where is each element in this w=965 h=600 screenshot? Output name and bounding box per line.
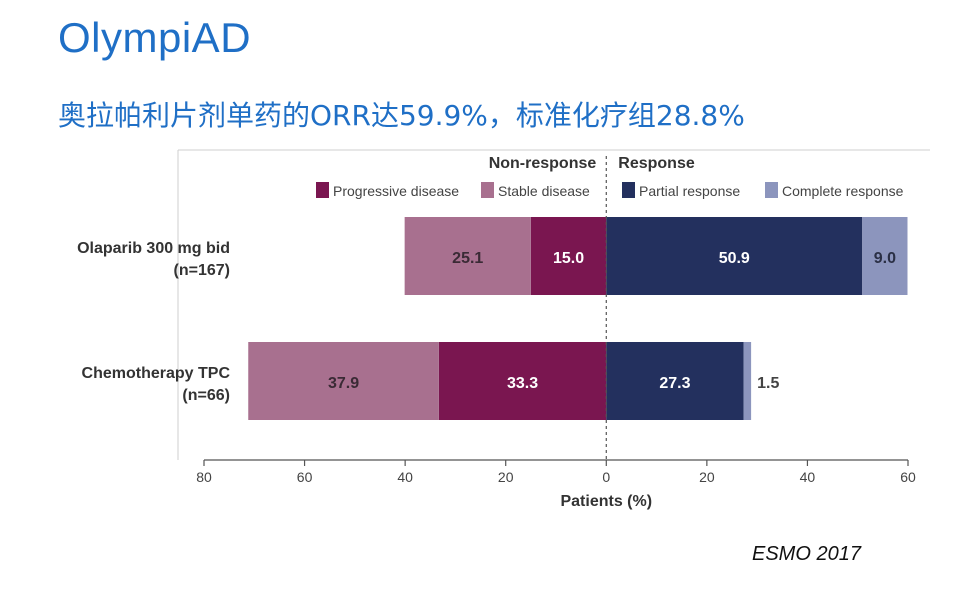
slide-subtitle: 奥拉帕利片剂单药的ORR达59.9%，标准化疗组28.8% <box>58 99 745 132</box>
legend-swatch-2 <box>622 182 635 198</box>
legend-label-1: Stable disease <box>498 183 590 199</box>
category-sublabel-1: (n=66) <box>182 387 230 404</box>
data-label-1-3: 1.5 <box>757 375 779 392</box>
bar-segment-0-0 <box>530 217 607 295</box>
group-header-1: Response <box>618 155 695 172</box>
x-tick-label-7: 60 <box>900 469 916 485</box>
x-tick-label-2: 40 <box>397 469 413 485</box>
legend-swatch-3 <box>765 182 778 198</box>
legend-label-0: Progressive disease <box>333 183 459 199</box>
bar-segment-1-2 <box>606 342 744 420</box>
slide-title: OlympiAD <box>58 14 252 61</box>
group-header-0: Non-response <box>489 155 597 172</box>
data-label-0-3: 9.0 <box>874 250 896 267</box>
bar-segment-0-3 <box>862 217 908 295</box>
data-label-0-1: 25.1 <box>452 250 483 267</box>
x-tick-label-1: 60 <box>297 469 313 485</box>
x-tick-label-3: 20 <box>498 469 514 485</box>
x-tick-label-5: 20 <box>699 469 715 485</box>
bar-segment-0-1 <box>404 217 531 295</box>
bar-segment-1-1 <box>248 342 439 420</box>
category-label-1: Chemotherapy TPC <box>82 365 231 382</box>
x-tick-label-0: 80 <box>196 469 212 485</box>
data-label-1-1: 37.9 <box>328 375 359 392</box>
data-label-1-2: 27.3 <box>659 375 690 392</box>
data-label-0-2: 50.9 <box>719 250 750 267</box>
legend-swatch-0 <box>316 182 329 198</box>
data-label-0-0: 15.0 <box>553 250 584 267</box>
source-citation: ESMO 2017 <box>752 543 861 565</box>
legend-swatch-1 <box>481 182 494 198</box>
bar-segment-1-3 <box>743 342 752 420</box>
x-tick-label-6: 40 <box>800 469 816 485</box>
bar-segment-1-0 <box>438 342 607 420</box>
x-tick-label-4: 0 <box>602 469 610 485</box>
category-label-0: Olaparib 300 mg bid <box>77 240 230 257</box>
bar-segment-0-2 <box>606 217 863 295</box>
x-axis-title: Patients (%) <box>560 493 652 510</box>
category-sublabel-0: (n=167) <box>174 262 230 279</box>
legend-label-3: Complete response <box>782 183 904 199</box>
data-label-1-0: 33.3 <box>507 375 538 392</box>
legend-label-2: Partial response <box>639 183 740 199</box>
